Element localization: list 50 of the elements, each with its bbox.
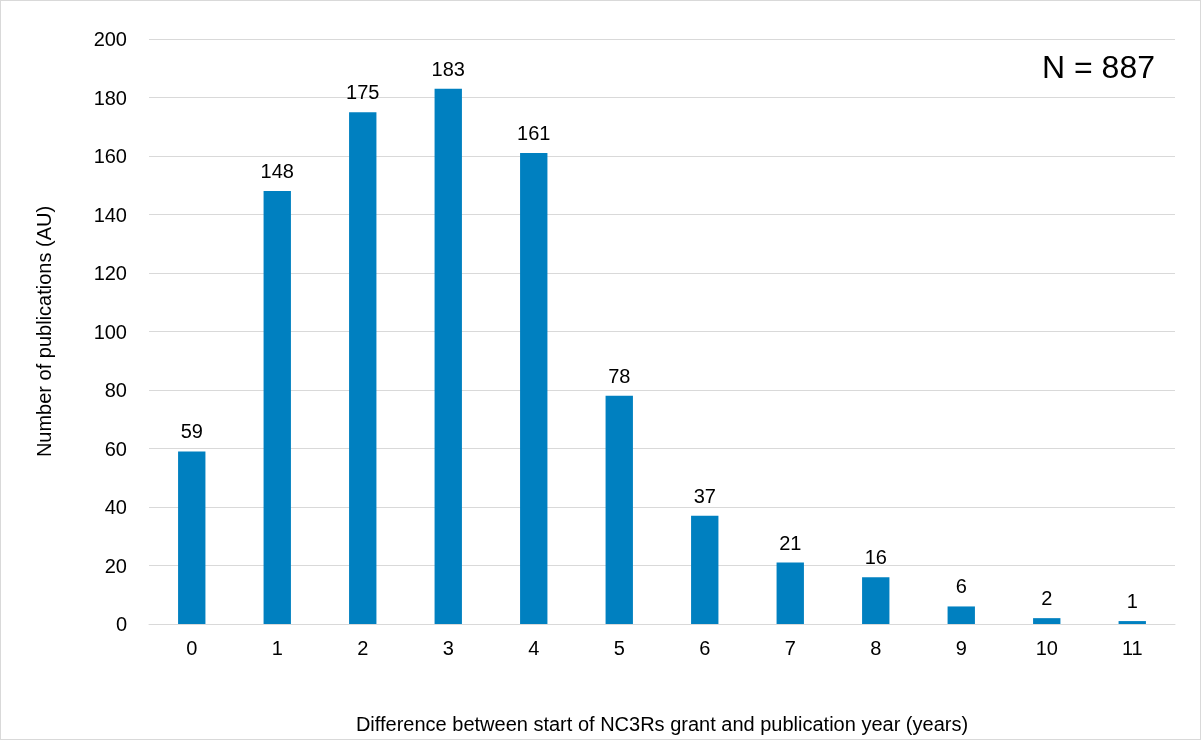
data-label: 16 <box>864 546 887 569</box>
y-axis-title: Number of publications (AU) <box>33 205 55 458</box>
y-tick-label: 140 <box>93 203 127 226</box>
bar <box>1033 618 1061 624</box>
bar <box>178 451 206 624</box>
x-tick-label: 3 <box>442 637 454 659</box>
data-label: 78 <box>608 364 631 387</box>
y-tick-label: 120 <box>93 262 127 284</box>
x-tick-label: 0 <box>186 637 198 659</box>
y-tick-label: 20 <box>104 554 127 577</box>
x-tick-label: 8 <box>870 637 882 659</box>
x-tick-label: 10 <box>1035 637 1058 659</box>
annotation: N = 887 <box>1042 49 1155 85</box>
data-label: 175 <box>346 81 380 104</box>
bar <box>776 562 804 624</box>
y-tick-label: 40 <box>104 496 127 518</box>
y-tick-label: 60 <box>104 437 127 460</box>
x-tick-label: 11 <box>1121 637 1143 659</box>
data-label: 148 <box>260 160 294 183</box>
y-tick-label: 200 <box>93 28 127 50</box>
x-tick-label: 9 <box>955 637 967 659</box>
y-tick-label: 180 <box>93 86 127 109</box>
x-tick-label: 7 <box>784 637 796 659</box>
bar <box>947 606 975 624</box>
x-axis-title: Difference between start of NC3Rs grant and publication year (years) <box>355 713 969 735</box>
bar <box>349 112 377 624</box>
x-tick-label: 6 <box>699 637 711 659</box>
data-label: 21 <box>779 531 802 554</box>
data-label: 6 <box>955 575 967 598</box>
data-label: 1 <box>1126 590 1138 613</box>
x-tick-label: 1 <box>271 637 283 659</box>
data-label: 59 <box>180 420 203 443</box>
bar <box>862 577 890 624</box>
bar <box>434 88 462 624</box>
data-label: 183 <box>431 57 465 80</box>
bar <box>263 191 291 624</box>
y-tick-label: 0 <box>115 613 127 635</box>
y-tick-label: 160 <box>93 145 127 167</box>
x-tick-label: 5 <box>613 637 625 659</box>
data-label: 37 <box>693 484 716 507</box>
bar <box>605 395 633 624</box>
x-tick-label: 4 <box>528 637 540 659</box>
y-tick-label: 80 <box>104 379 127 401</box>
y-tick-label: 100 <box>93 320 127 343</box>
x-tick-label: 2 <box>357 637 369 659</box>
bar <box>520 153 548 624</box>
bar <box>1118 621 1146 624</box>
data-label: 161 <box>517 122 551 145</box>
bar <box>691 515 719 624</box>
data-label: 2 <box>1041 587 1053 610</box>
